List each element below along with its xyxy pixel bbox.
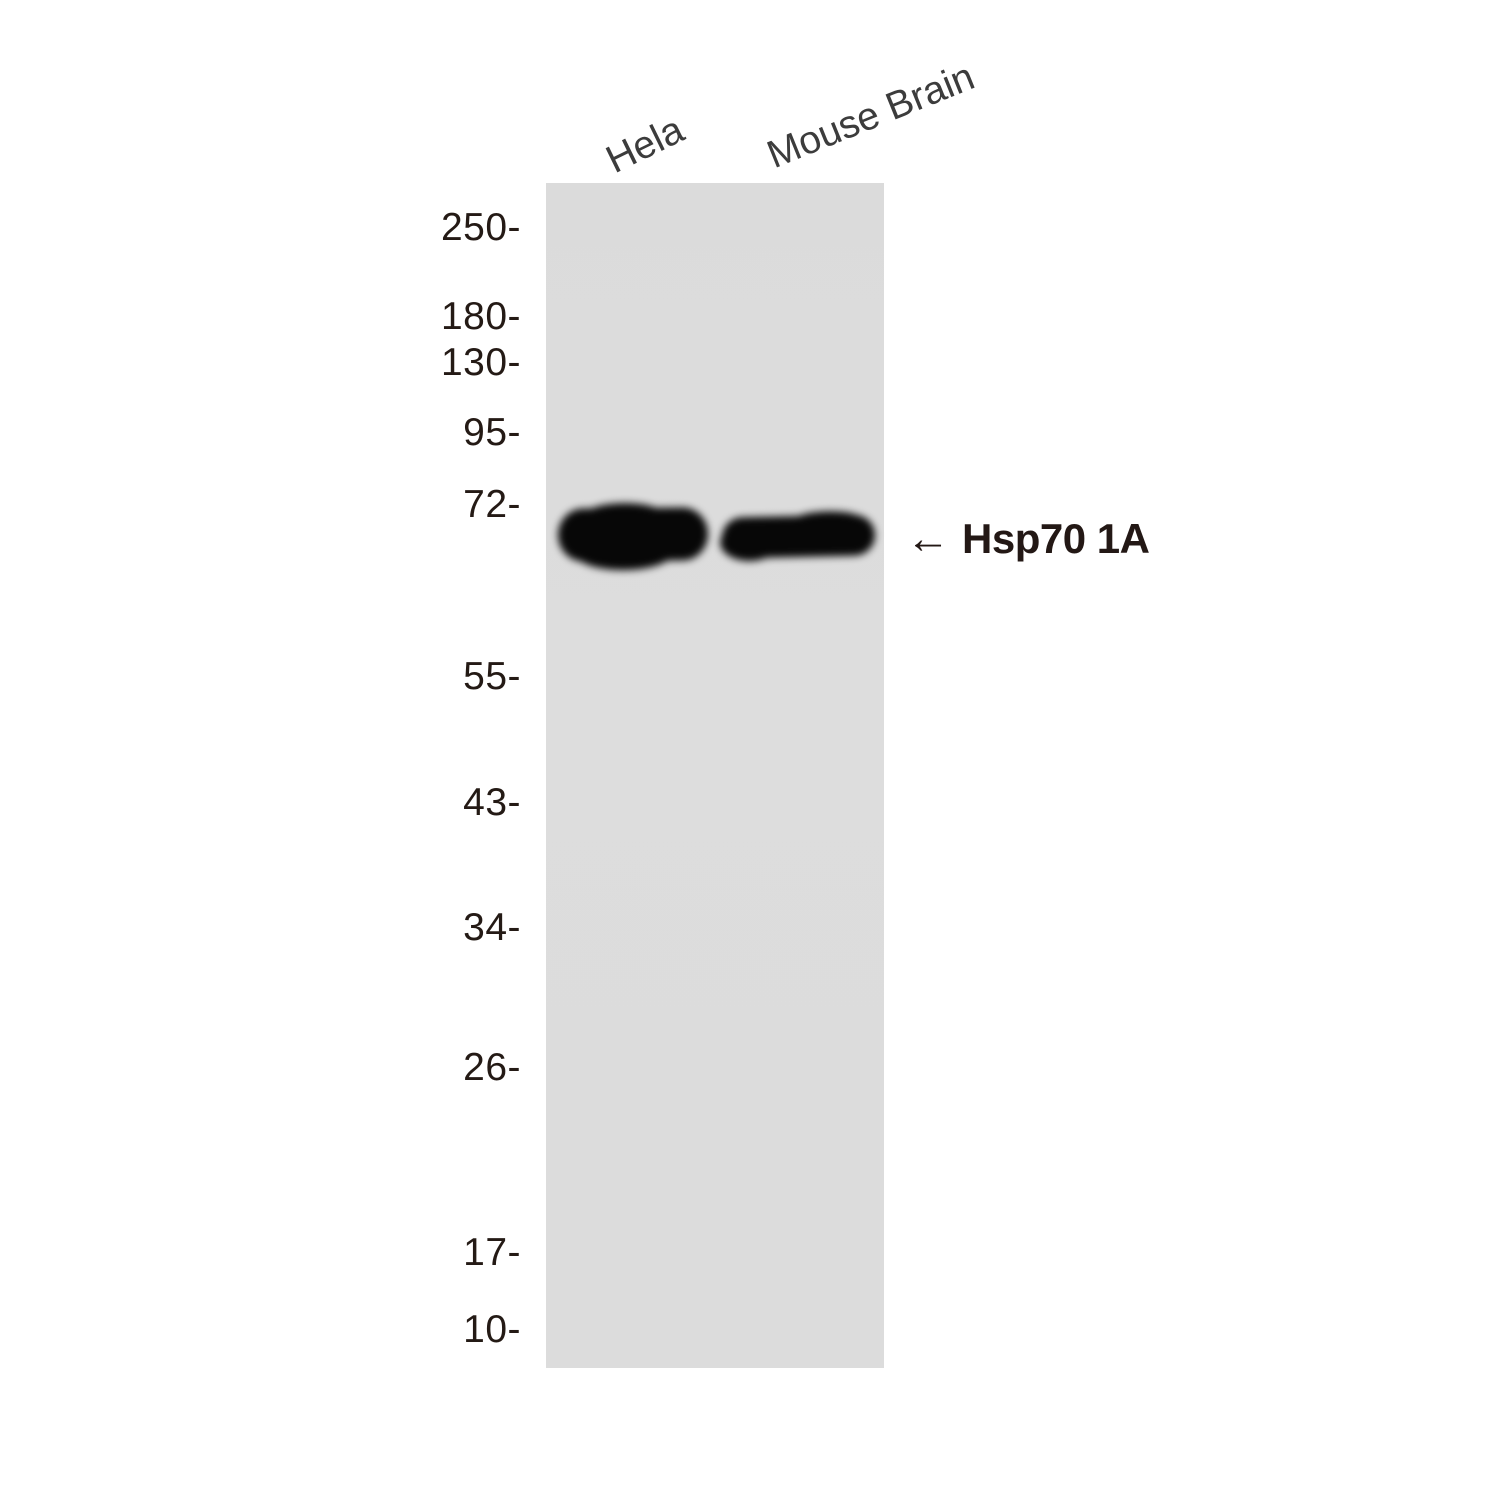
protein-band-hela-bulge (573, 533, 675, 571)
mw-marker-130: 130- (440, 341, 521, 384)
protein-band-hela (557, 502, 709, 571)
mw-marker-26: 26- (463, 1046, 521, 1089)
mw-marker-10: 10- (463, 1308, 521, 1351)
mw-marker-250: 250- (440, 206, 521, 249)
mw-marker-55: 55- (463, 655, 521, 698)
band-annotation: ← Hsp70 1A (906, 513, 1150, 565)
left-arrow-icon: ← (906, 514, 950, 563)
lane-label-hela: Hela (599, 108, 691, 182)
mw-marker-95: 95- (463, 411, 521, 454)
band-annotation-label: Hsp70 1A (962, 515, 1150, 562)
mw-marker-72: 72- (463, 483, 521, 526)
mw-marker-43: 43- (463, 781, 521, 824)
blot-membrane (546, 183, 884, 1368)
protein-band-mouse-brain (719, 510, 876, 562)
mw-marker-34: 34- (463, 906, 521, 949)
lane-label-mouse-brain: Mouse Brain (761, 55, 981, 177)
mw-marker-17: 17- (463, 1231, 521, 1274)
mw-marker-180: 180- (440, 295, 521, 338)
